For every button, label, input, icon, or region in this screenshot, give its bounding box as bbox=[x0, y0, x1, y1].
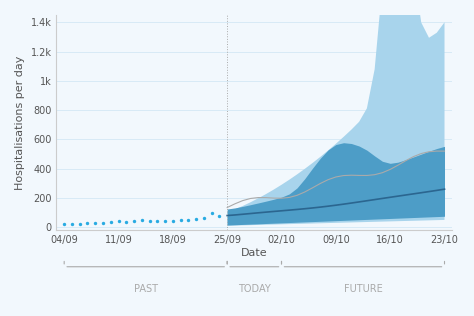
Text: PAST: PAST bbox=[134, 284, 158, 294]
Y-axis label: Hospitalisations per day: Hospitalisations per day bbox=[15, 55, 25, 190]
Point bbox=[154, 219, 161, 224]
X-axis label: Date: Date bbox=[241, 248, 268, 258]
Text: TODAY: TODAY bbox=[238, 284, 271, 294]
Point bbox=[130, 219, 138, 224]
Point bbox=[200, 216, 208, 221]
Point bbox=[76, 222, 83, 227]
Point bbox=[99, 220, 107, 225]
Point bbox=[208, 210, 216, 215]
Point bbox=[192, 217, 200, 222]
Point bbox=[68, 221, 76, 226]
Point bbox=[216, 213, 223, 218]
Point bbox=[60, 222, 68, 227]
Point bbox=[169, 218, 177, 223]
Point bbox=[115, 219, 122, 224]
Point bbox=[91, 220, 99, 225]
Point bbox=[177, 217, 184, 222]
Point bbox=[122, 219, 130, 224]
Point bbox=[107, 220, 115, 225]
Point bbox=[184, 218, 192, 223]
Text: FUTURE: FUTURE bbox=[344, 284, 383, 294]
Point bbox=[161, 219, 169, 224]
Point bbox=[138, 218, 146, 223]
Point bbox=[146, 218, 154, 223]
Point bbox=[84, 221, 91, 226]
